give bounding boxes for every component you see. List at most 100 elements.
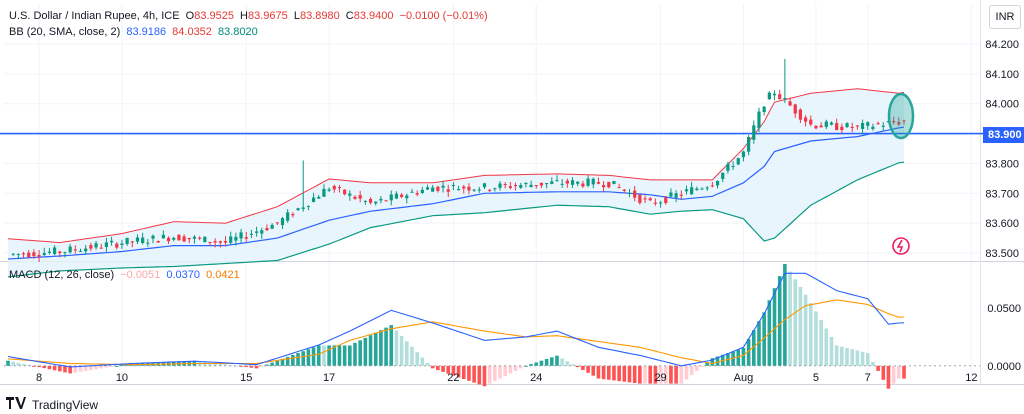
candle [244, 231, 248, 242]
macd-histogram-bar [384, 327, 388, 366]
low-label: L [293, 10, 300, 22]
candle [203, 236, 207, 243]
candle [68, 244, 72, 254]
candle [260, 227, 264, 239]
candle-body [420, 189, 424, 193]
candle-body [513, 185, 518, 187]
macd-histogram-bar [808, 303, 813, 366]
candle [617, 183, 621, 189]
candle-body [187, 237, 191, 240]
candle [570, 177, 575, 188]
candle-body [638, 194, 642, 203]
candle-body [798, 109, 803, 120]
candle-body [27, 252, 31, 258]
macd-histogram-bar [824, 328, 829, 366]
candle-body [265, 228, 269, 231]
candle [280, 216, 285, 230]
macd-histogram-bar [42, 365, 47, 369]
candle-body [591, 178, 595, 185]
tradingview-logo[interactable]: TradingView [6, 397, 98, 412]
bb-label: BB (20, SMA, close, 2) [9, 26, 121, 38]
candle-body [747, 136, 751, 152]
candle [586, 175, 590, 188]
candle [332, 184, 336, 193]
macd-histogram-bar [342, 345, 347, 366]
macd-histogram-bar [234, 365, 238, 367]
candle [182, 234, 186, 243]
candle-body [327, 189, 331, 191]
candle [627, 188, 632, 198]
candle [783, 58, 787, 104]
alert-clock-icon [892, 237, 910, 255]
candle [741, 150, 746, 162]
candle-body [244, 237, 248, 239]
candle-body [99, 247, 103, 249]
candle [850, 122, 854, 133]
time-tick-label: 22 [447, 372, 459, 384]
candle [855, 124, 859, 130]
candle [550, 177, 554, 185]
candle-body [674, 193, 678, 198]
candle-body [384, 200, 388, 202]
candle-body [462, 186, 466, 189]
candle-body [555, 180, 559, 182]
currency-selector[interactable]: INR [989, 5, 1021, 29]
candle-body [296, 208, 300, 211]
candle [229, 231, 233, 246]
candle-body [576, 181, 580, 184]
candle-body [63, 252, 67, 254]
overlays [887, 92, 915, 255]
candle-body [819, 125, 823, 128]
macd-histogram-bar [663, 365, 668, 384]
candle-body [493, 188, 497, 190]
candle [819, 122, 823, 128]
candle-body [291, 214, 295, 216]
candle-body [156, 240, 160, 243]
candle [99, 243, 103, 249]
candle-body [441, 185, 445, 188]
candle [845, 122, 849, 129]
macd-histogram-bar [32, 365, 36, 367]
candle [11, 253, 15, 256]
macd-pane [4, 264, 980, 389]
candle [638, 193, 642, 205]
price-tick-label: 84.100 [985, 69, 1019, 81]
candle-body [410, 191, 414, 193]
candle-body [141, 237, 145, 244]
candle-body [379, 198, 383, 201]
macd-histogram-bar [275, 360, 280, 366]
candle [835, 118, 839, 131]
candle-body [669, 192, 673, 197]
macd-legend: MACD (12, 26, close) −0.0051 0.0370 0.04… [9, 268, 243, 282]
current-price-tag: 83.900 [983, 127, 1024, 143]
candle-body [664, 197, 668, 203]
macd-histogram-bar [560, 358, 564, 366]
candle-body [89, 245, 93, 249]
candle [477, 186, 481, 193]
macd-histogram-bar [684, 365, 689, 380]
macd-histogram-bar [871, 361, 875, 366]
candle-body [11, 253, 15, 255]
macd-histogram-bar [472, 365, 476, 383]
candle-body [788, 101, 792, 106]
candle [363, 200, 367, 205]
candle [731, 161, 735, 170]
candle-body [208, 242, 212, 244]
candle-body [78, 251, 83, 253]
candle [63, 251, 67, 258]
macd-histogram-bar [777, 276, 782, 366]
macd-histogram-bar [865, 353, 870, 366]
candle [337, 185, 342, 193]
macd-histogram-bar [99, 365, 104, 369]
candle [772, 90, 777, 101]
candle [653, 198, 657, 206]
candle-body [286, 212, 290, 221]
candle-body [741, 151, 746, 158]
candle [881, 122, 885, 131]
candle [679, 190, 683, 200]
macd-histogram-bar [218, 363, 223, 366]
macd-histogram-bar [285, 356, 290, 366]
candle [892, 116, 896, 125]
candle-body [368, 198, 373, 203]
candle [700, 187, 704, 190]
